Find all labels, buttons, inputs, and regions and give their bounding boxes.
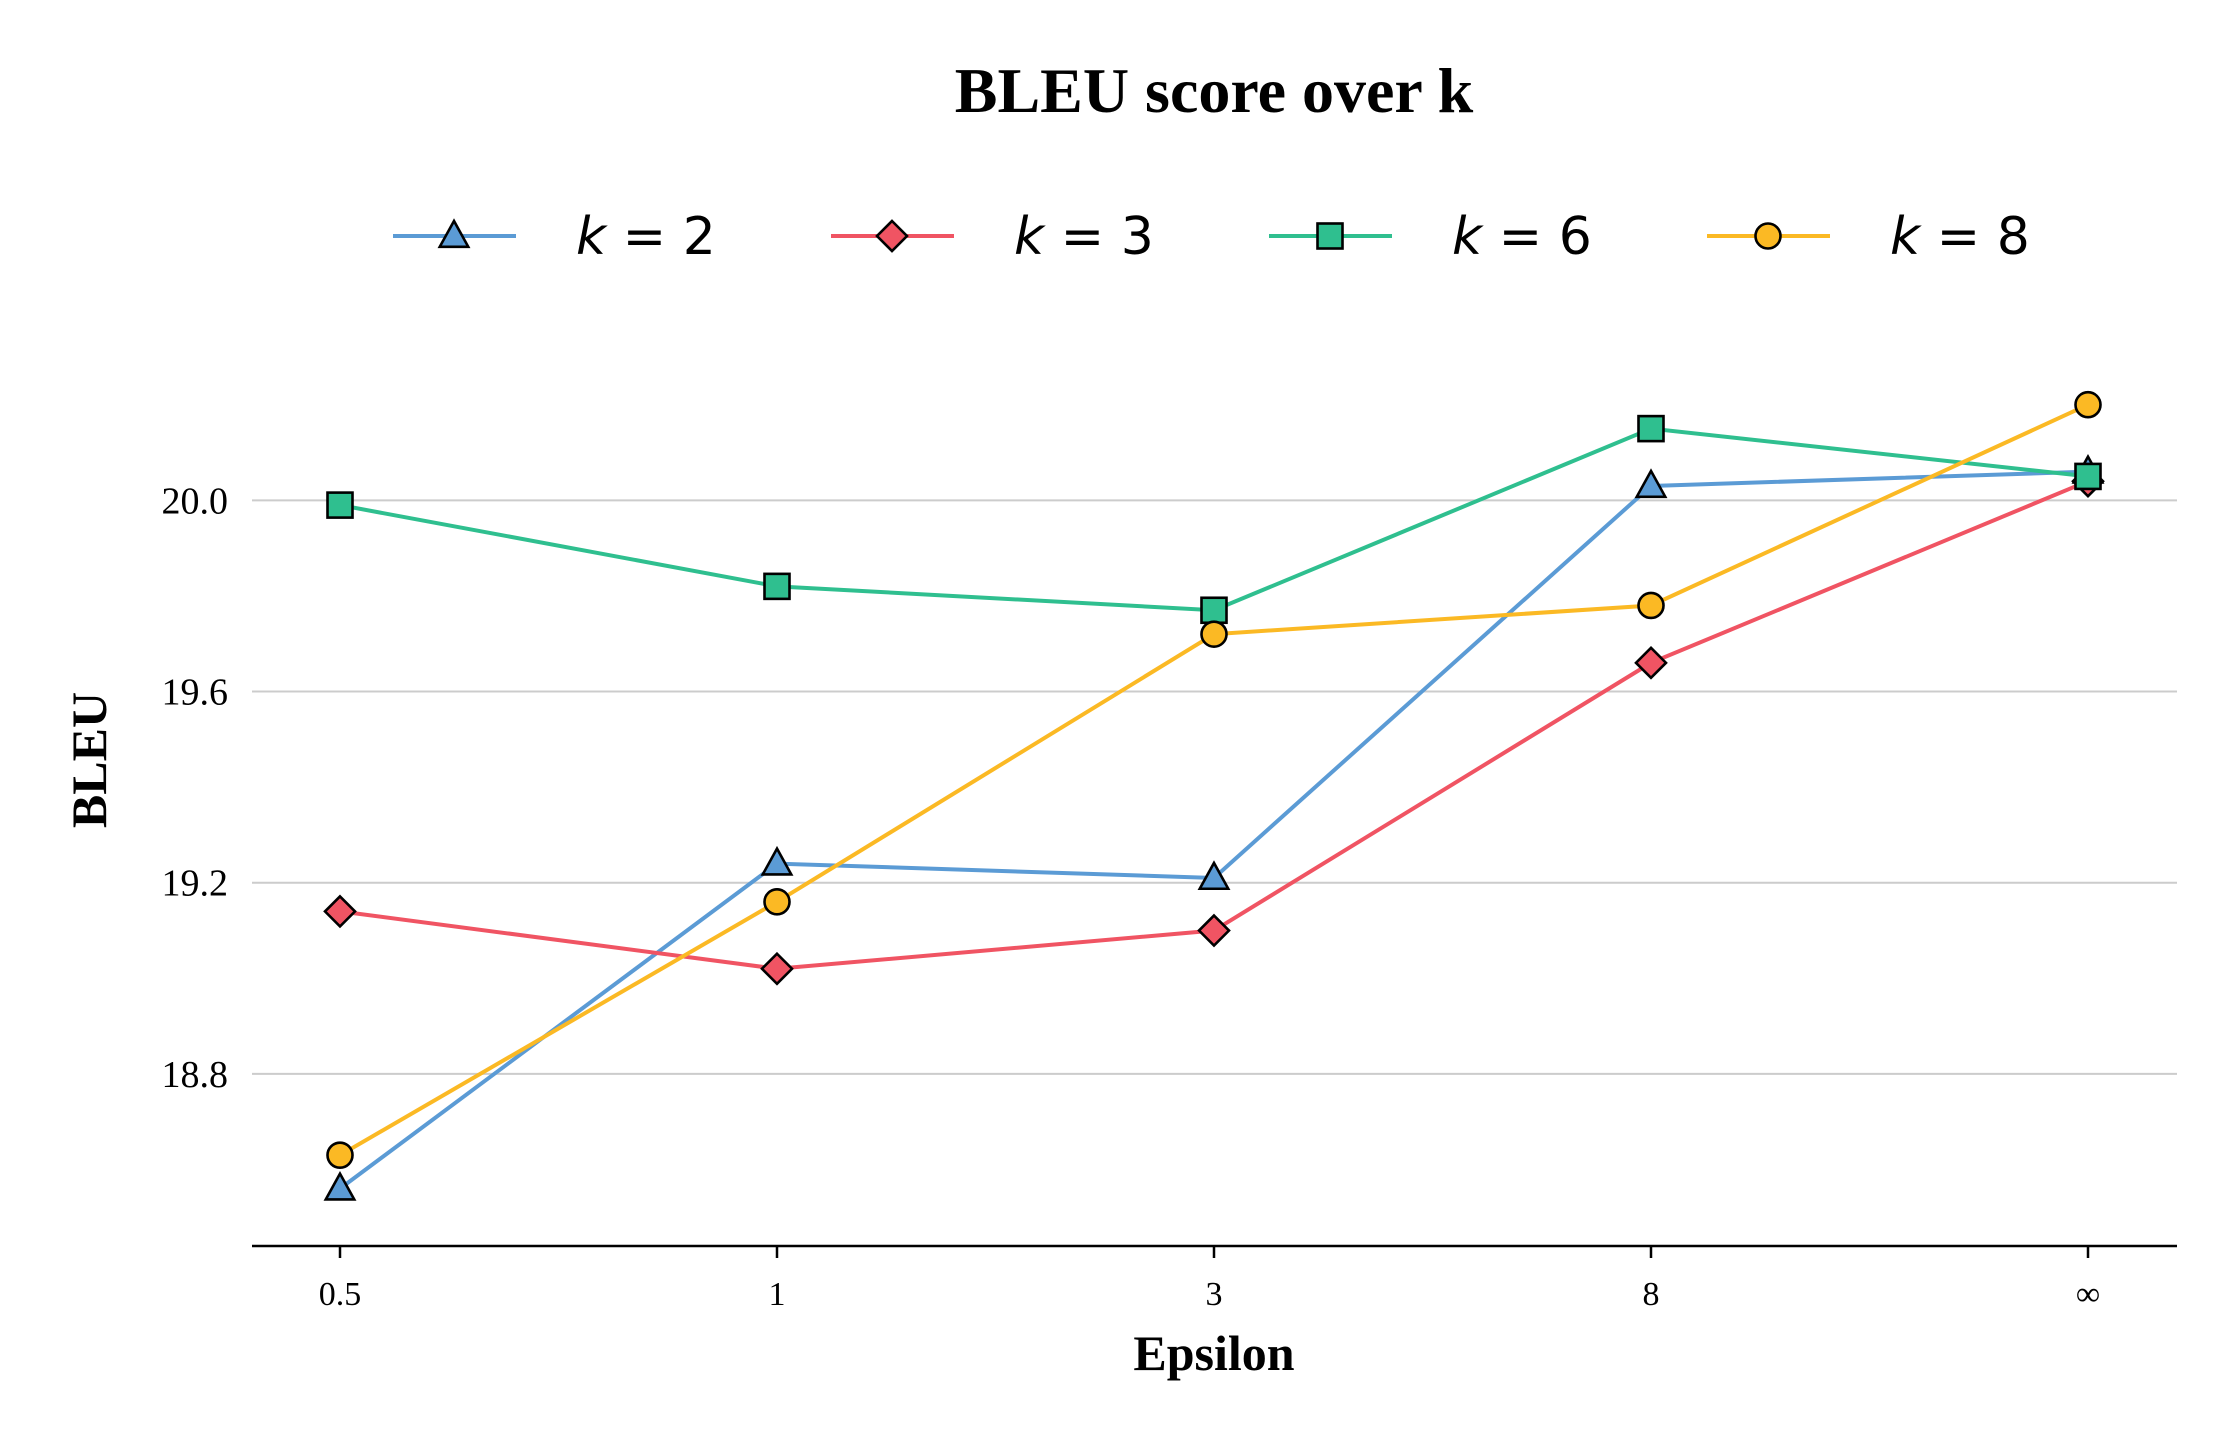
legend-label: k = 2 (576, 207, 716, 267)
series-triangle (338, 469, 2089, 1191)
legend-item: k = 3 (831, 207, 1154, 267)
data-point (1197, 913, 1231, 948)
data-point (1634, 646, 1668, 680)
data-point (760, 845, 794, 876)
gridlines (252, 499, 2177, 1075)
data-point (2074, 462, 2102, 491)
data-point (323, 894, 357, 929)
series-line (339, 426, 2089, 613)
legend-item: k = 8 (1707, 207, 2030, 267)
series-markers-diamond (323, 464, 2105, 986)
data-point (763, 572, 791, 601)
series-line (338, 402, 2089, 1157)
series-layer (323, 390, 2105, 1201)
y-axis-ticks: 18.8 19.2 19.6 20.0 (162, 480, 229, 1096)
legend-marker (875, 219, 909, 253)
series-markers-circle (326, 390, 2102, 1169)
legend: k = 2 k = 3 k = 6 k = 8 (393, 207, 2030, 267)
x-tick-label: 1 (769, 1276, 786, 1313)
data-point (763, 888, 791, 916)
chart-title: BLEU score over k (955, 55, 1474, 126)
data-point (326, 491, 354, 519)
y-tick-label: 20.0 (162, 480, 229, 522)
legend-marker (1754, 222, 1782, 250)
x-tick-label: 8 (1643, 1276, 1660, 1313)
data-point (1200, 620, 1228, 648)
data-point (1637, 414, 1665, 443)
legend-item: k = 2 (393, 207, 716, 267)
series-line (338, 469, 2089, 1191)
series-markers-triangle (323, 453, 2105, 1201)
y-tick-label: 19.2 (162, 863, 229, 905)
legend-marker (1316, 222, 1344, 250)
data-point (326, 1141, 354, 1169)
data-point (2074, 390, 2102, 419)
data-point (1200, 596, 1228, 625)
x-axis-ticks: 0.5 1 3 8 ∞ (319, 1246, 2100, 1313)
x-tick-label: ∞ (2076, 1276, 2100, 1313)
series-circle (338, 402, 2089, 1157)
legend-marker (437, 218, 471, 249)
legend-item: k = 6 (1269, 207, 1592, 267)
data-point (1197, 860, 1231, 891)
y-tick-label: 18.8 (162, 1054, 229, 1096)
data-point (760, 951, 794, 986)
series-square (339, 426, 2089, 613)
x-tick-label: 3 (1206, 1276, 1223, 1313)
legend-label: k = 3 (1014, 207, 1154, 267)
y-tick-label: 19.6 (162, 672, 229, 714)
legend-label: k = 8 (1890, 207, 2030, 267)
x-tick-label: 0.5 (319, 1276, 362, 1313)
data-point (1634, 468, 1668, 499)
y-axis-label: BLEU (61, 692, 117, 828)
data-point (323, 1170, 357, 1201)
x-axis-label: Epsilon (1133, 1325, 1294, 1381)
legend-label: k = 6 (1452, 207, 1592, 267)
data-point (1637, 591, 1665, 620)
